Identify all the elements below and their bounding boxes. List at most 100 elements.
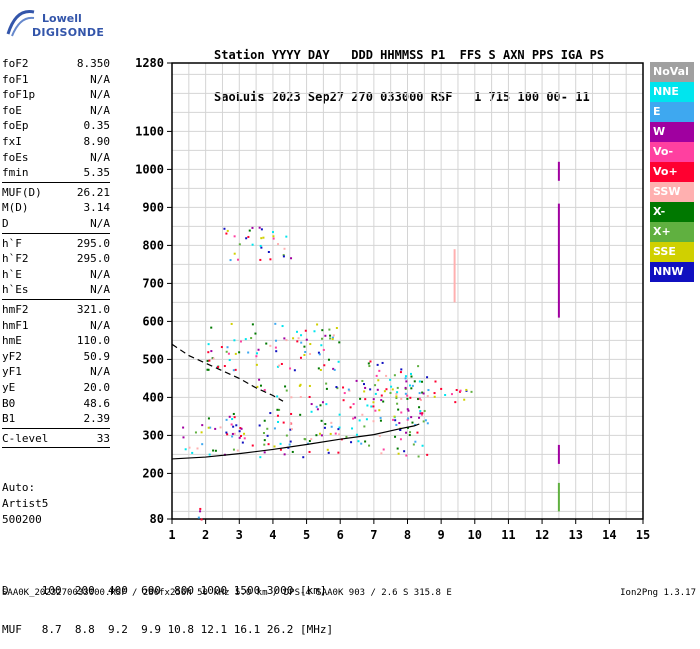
echo-point	[327, 451, 330, 454]
autoscaling-info: Auto: Artist5 500200	[2, 480, 48, 528]
echo-point	[283, 247, 286, 250]
echo-point	[338, 433, 341, 436]
param-separator	[2, 181, 110, 183]
echo-point	[233, 252, 236, 255]
echo-point	[419, 399, 422, 402]
echo-point	[400, 411, 403, 414]
y-tick-label: 1000	[135, 162, 164, 176]
echo-point	[359, 397, 362, 400]
echo-point	[324, 334, 327, 337]
echo-point	[408, 434, 411, 437]
echo-point	[278, 364, 281, 367]
y-tick-label: 1280	[135, 56, 164, 70]
echo-point	[355, 433, 358, 436]
echo-point	[315, 405, 318, 408]
echo-point	[350, 441, 353, 444]
echo-point	[411, 384, 414, 387]
echo-point	[335, 327, 338, 330]
echo-point	[199, 510, 202, 513]
echo-point	[200, 518, 203, 521]
echo-point	[372, 420, 375, 423]
echo-point	[259, 258, 262, 261]
param-name: C-level	[2, 431, 49, 445]
param-value: 20.0	[83, 381, 111, 394]
echo-point	[223, 365, 226, 368]
echo-point	[417, 455, 420, 458]
echo-point	[194, 431, 197, 434]
param-name: hmE	[2, 334, 22, 348]
legend-item: Vo+	[650, 162, 694, 182]
echo-point	[316, 408, 319, 411]
echo-point	[360, 442, 363, 445]
param-value: 33	[96, 431, 110, 445]
echo-point	[410, 416, 413, 419]
echo-point	[228, 359, 231, 362]
param-value: N/A	[90, 150, 110, 164]
echo-point	[232, 448, 235, 451]
param-row: foF1 N/A	[2, 72, 110, 88]
x-tick-label: 12	[535, 528, 549, 542]
echo-point	[382, 448, 385, 451]
echo-point	[352, 403, 355, 406]
echo-point	[293, 369, 296, 372]
distance-muf-table: D 100 200 400 600 800 1000 1500 3000 [km…	[2, 558, 333, 649]
echo-point	[276, 414, 279, 417]
echo-point	[280, 362, 283, 365]
echo-point	[233, 432, 236, 435]
echo-point	[220, 346, 223, 349]
echo-point	[289, 440, 292, 443]
version-label: Ion2Png 1.3.17	[620, 588, 696, 598]
echo-point	[216, 366, 219, 369]
echo-point	[377, 379, 380, 382]
logo-line1: Lowell	[42, 12, 82, 25]
echo-point	[379, 419, 382, 422]
echo-point	[331, 336, 334, 339]
param-name: h`Es	[2, 283, 29, 297]
echo-point	[262, 432, 265, 435]
echo-point	[400, 397, 403, 400]
legend-item: NNW	[650, 262, 694, 282]
echo-point	[338, 426, 341, 429]
param-row: fxI 8.90	[2, 134, 110, 150]
echo-point	[444, 393, 447, 396]
echo-point	[207, 368, 210, 371]
echo-point	[223, 227, 226, 230]
echo-point	[272, 235, 275, 238]
echo-point	[395, 423, 398, 426]
echo-point	[318, 353, 321, 356]
echo-point	[239, 340, 242, 343]
echo-point	[236, 258, 239, 261]
param-value: 8.90	[83, 135, 111, 148]
echo-point	[385, 374, 388, 377]
echo-point	[364, 440, 367, 443]
echo-point	[426, 376, 429, 379]
param-name: fmin	[2, 166, 29, 180]
echo-point	[369, 360, 372, 363]
echo-point	[279, 442, 282, 445]
echo-point	[323, 426, 326, 429]
echo-point	[395, 392, 398, 395]
y-tick-label: 800	[142, 238, 164, 252]
echo-point	[417, 365, 420, 368]
y-tick-label: 900	[142, 200, 164, 214]
echo-point	[369, 388, 372, 391]
echo-point	[374, 384, 377, 387]
echo-point	[258, 378, 261, 381]
echo-point	[247, 351, 250, 354]
y-tick-label: 80	[150, 512, 164, 526]
echo-point	[226, 346, 229, 349]
legend-item: Vo-	[650, 142, 694, 162]
echo-point	[337, 451, 340, 454]
echo-point	[251, 243, 254, 246]
echo-point	[209, 426, 212, 429]
echo-point	[234, 352, 237, 355]
echo-point	[277, 243, 280, 246]
legend-item: SSW	[650, 182, 694, 202]
echo-point	[372, 398, 375, 401]
param-row: h`F2 295.0	[2, 251, 110, 267]
param-row: D N/A	[2, 216, 110, 232]
param-value: 2.39	[83, 412, 111, 426]
echo-point	[409, 372, 412, 375]
param-name: foF1p	[2, 88, 36, 102]
y-tick-label: 500	[142, 352, 164, 366]
